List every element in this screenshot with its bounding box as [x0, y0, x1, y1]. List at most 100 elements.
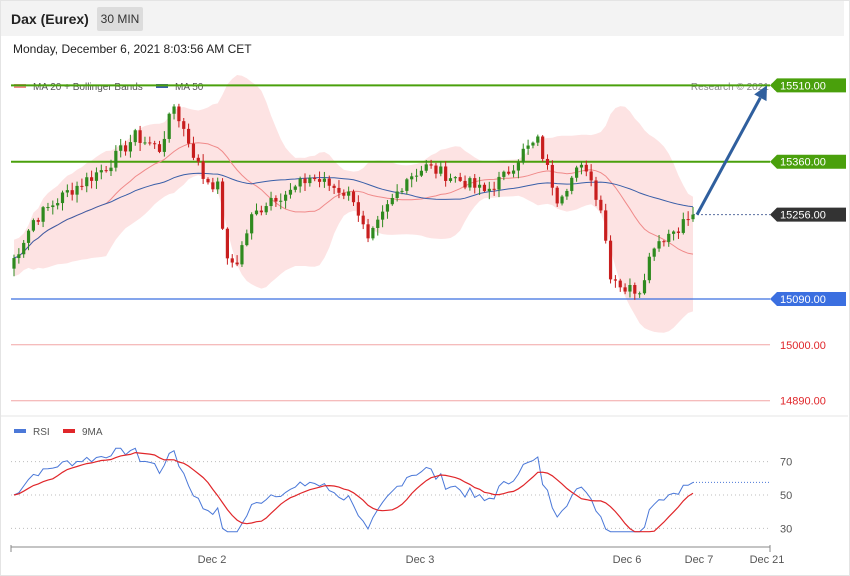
candle-body	[599, 199, 603, 211]
candle-body	[293, 186, 297, 190]
rsi-ma-line	[13, 451, 694, 533]
candle-body	[497, 176, 501, 190]
candle-body	[502, 171, 506, 177]
candle-body	[109, 167, 113, 172]
candle-body	[85, 177, 89, 187]
candle-body	[313, 177, 317, 180]
candle-body	[26, 230, 31, 243]
projection-head	[754, 85, 767, 102]
candle-body	[167, 113, 171, 139]
projection-shaft	[695, 97, 762, 216]
resistance-label: 15360.00	[780, 157, 826, 169]
candle-body	[623, 287, 627, 292]
candle-body	[672, 231, 676, 234]
candle-body	[608, 240, 613, 280]
rsi-tick-label: 50	[780, 490, 792, 502]
candle-body	[245, 233, 249, 246]
candle-body	[531, 142, 535, 146]
candle-body	[308, 177, 312, 184]
pivot-tag	[770, 292, 846, 307]
rsi-tick-label: 30	[780, 523, 792, 535]
time-axis-label: Dec 7	[685, 554, 714, 566]
rsi-line	[13, 447, 694, 533]
candle-body	[322, 178, 326, 182]
candle-body	[191, 143, 196, 158]
candle-body	[390, 198, 394, 205]
candle-body	[487, 188, 491, 192]
candle-body	[298, 178, 302, 187]
candle-body	[177, 106, 181, 122]
candle-body	[22, 242, 26, 255]
candle-body	[594, 180, 598, 200]
rsi-legend-label: RSI	[33, 427, 50, 438]
candle-body	[385, 204, 390, 212]
ma50-legend-label: MA 50	[175, 82, 204, 93]
ma50-line	[13, 172, 694, 259]
rsi-tick-label: 70	[780, 457, 792, 469]
support-label: 14890.00	[780, 396, 826, 408]
candle-body	[317, 179, 322, 182]
last-price-label: 15256.00	[780, 210, 826, 222]
candle-body	[274, 197, 278, 202]
candle-body	[545, 158, 550, 165]
candle-body	[259, 210, 263, 213]
candle-body	[448, 178, 453, 181]
candle-body	[541, 136, 545, 159]
candle-body	[36, 220, 40, 222]
candle-body	[511, 170, 516, 174]
timestamp: Monday, December 6, 2021 8:03:56 AM CET	[13, 42, 252, 56]
candle-body	[254, 210, 259, 215]
candle-body	[12, 258, 16, 269]
ma20-legend-label: MA 20 + Bollinger Bands	[33, 82, 143, 93]
candle-body	[196, 157, 200, 162]
time-axis-label: Dec 21	[750, 554, 785, 566]
candle-body	[478, 184, 482, 188]
candle-body	[94, 172, 99, 181]
candle-body	[579, 164, 584, 168]
candle-body	[662, 241, 666, 243]
candle-body	[584, 164, 588, 172]
candle-body	[429, 164, 433, 166]
candle-body	[172, 106, 176, 114]
candle-body	[148, 142, 152, 144]
candle-body	[182, 121, 186, 129]
candle-body	[90, 177, 94, 181]
candle-body	[618, 280, 622, 288]
candle-body	[376, 219, 380, 228]
candle-body	[114, 150, 118, 168]
candle-body	[371, 227, 375, 239]
candle-body	[642, 280, 647, 294]
candle-body	[279, 200, 283, 202]
candle-body	[153, 143, 157, 145]
candle-body	[657, 241, 661, 249]
candle-body	[453, 177, 457, 179]
candle-body	[284, 194, 288, 201]
candle-body	[51, 205, 55, 208]
time-axis-label: Dec 3	[406, 554, 435, 566]
candle-body	[414, 175, 419, 177]
candle-body	[381, 211, 385, 220]
timeframe-button[interactable]: 30 MIN	[97, 7, 143, 31]
rsi-legend-swatch	[14, 429, 26, 433]
candle-body	[264, 206, 268, 213]
candle-body	[162, 138, 166, 152]
candle-body	[235, 262, 239, 265]
rsi-panel: 70 50 30	[11, 447, 792, 535]
candle-body	[70, 190, 74, 195]
projection-arrow	[695, 85, 767, 216]
candle-body	[652, 248, 656, 257]
candle-body	[31, 220, 35, 231]
resistance-label: 15510.00	[780, 80, 826, 92]
candle-body	[550, 164, 554, 188]
candle-body	[536, 136, 540, 143]
candle-body	[565, 190, 569, 197]
candle-body	[60, 192, 65, 204]
candle-body	[41, 207, 45, 222]
candle-body	[99, 170, 103, 173]
ma9-legend-swatch	[63, 429, 75, 433]
candle-body	[526, 145, 530, 149]
candle-body	[332, 185, 336, 188]
candle-body	[157, 144, 162, 152]
candle-body	[434, 165, 438, 174]
